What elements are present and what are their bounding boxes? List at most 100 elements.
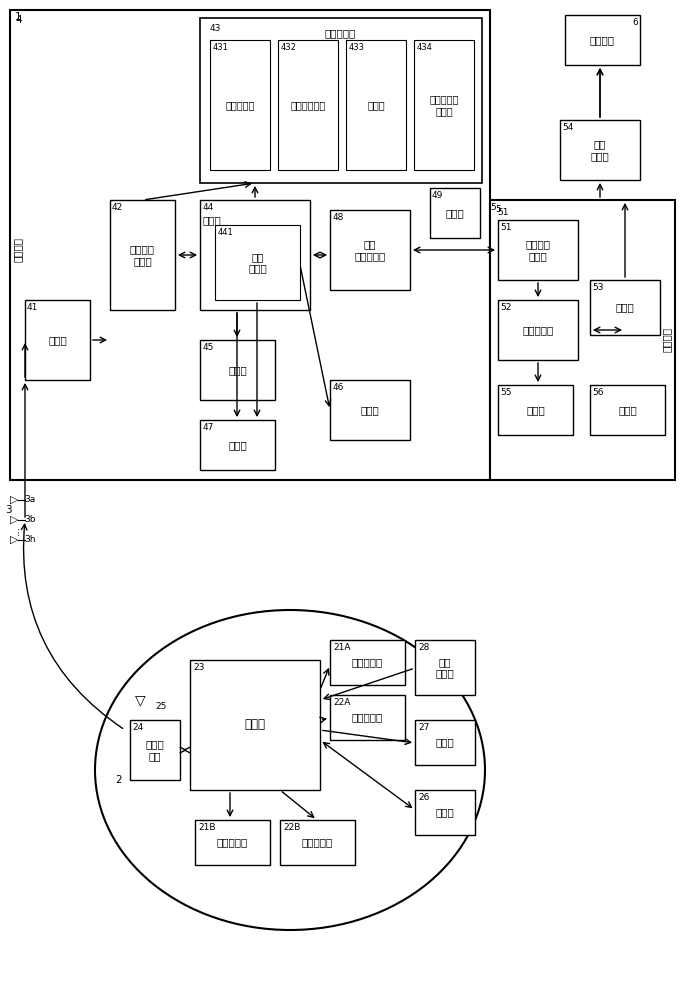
FancyBboxPatch shape — [10, 10, 490, 480]
Text: 显示用图像
生成部: 显示用图像 生成部 — [429, 94, 459, 116]
FancyBboxPatch shape — [200, 200, 310, 310]
Text: 第二摄像部: 第二摄像部 — [217, 838, 248, 848]
Text: 接收信号
处理部: 接收信号 处理部 — [130, 244, 155, 266]
FancyBboxPatch shape — [490, 200, 675, 480]
FancyBboxPatch shape — [346, 40, 406, 170]
FancyBboxPatch shape — [590, 280, 660, 335]
FancyBboxPatch shape — [210, 40, 270, 170]
FancyBboxPatch shape — [560, 120, 640, 180]
Text: 电源部: 电源部 — [446, 208, 464, 218]
Text: 25: 25 — [155, 702, 166, 711]
Text: 图像处理部: 图像处理部 — [523, 325, 553, 335]
Text: 接收部: 接收部 — [48, 335, 67, 345]
Text: 432: 432 — [281, 43, 297, 52]
Text: 显示部: 显示部 — [360, 405, 379, 415]
FancyBboxPatch shape — [498, 220, 578, 280]
Text: 53: 53 — [592, 283, 603, 292]
FancyBboxPatch shape — [330, 695, 405, 740]
Text: 54: 54 — [562, 123, 573, 132]
Text: ▽: ▽ — [135, 693, 145, 707]
FancyBboxPatch shape — [278, 40, 338, 170]
FancyBboxPatch shape — [414, 40, 474, 170]
Text: 52: 52 — [500, 303, 512, 312]
Text: 21A: 21A — [333, 643, 351, 652]
Text: 存储器: 存储器 — [436, 808, 454, 818]
Text: 控制部: 控制部 — [616, 302, 634, 312]
Text: 第一照明部: 第一照明部 — [352, 712, 383, 722]
Text: 关联部: 关联部 — [367, 100, 385, 110]
Text: 5: 5 — [495, 205, 501, 214]
Text: 42: 42 — [112, 203, 123, 212]
Text: 电源器: 电源器 — [436, 738, 454, 748]
Text: 51: 51 — [500, 223, 512, 232]
FancyBboxPatch shape — [200, 18, 482, 183]
FancyBboxPatch shape — [330, 210, 410, 290]
Text: 5: 5 — [490, 203, 496, 212]
Ellipse shape — [95, 610, 485, 930]
Text: 第一摄像部: 第一摄像部 — [352, 658, 383, 668]
Text: 接收装置: 接收装置 — [13, 237, 23, 262]
Text: 441: 441 — [218, 228, 234, 237]
FancyBboxPatch shape — [280, 820, 355, 865]
Text: 3a: 3a — [24, 495, 35, 504]
Text: 433: 433 — [349, 43, 365, 52]
Text: 2: 2 — [115, 775, 122, 785]
Text: 55: 55 — [500, 388, 512, 397]
Text: 26: 26 — [418, 793, 429, 802]
Text: 存储部: 存储部 — [618, 405, 637, 415]
Text: 28: 28 — [418, 643, 429, 652]
Text: 46: 46 — [333, 383, 345, 392]
Text: 49: 49 — [432, 191, 443, 200]
Text: 图像生成部: 图像生成部 — [225, 100, 255, 110]
Text: 存储器: 存储器 — [228, 440, 247, 450]
Text: 3h: 3h — [24, 536, 36, 544]
FancyBboxPatch shape — [330, 380, 410, 440]
Text: 移动量获取部: 移动量获取部 — [290, 100, 325, 110]
FancyBboxPatch shape — [215, 225, 300, 300]
FancyBboxPatch shape — [415, 640, 475, 695]
Text: 运动
传感器: 运动 传感器 — [436, 657, 454, 678]
FancyBboxPatch shape — [130, 720, 180, 780]
Text: 显示
控制部: 显示 控制部 — [590, 139, 610, 161]
Text: 23: 23 — [193, 663, 204, 672]
Text: 3b: 3b — [24, 516, 36, 524]
Text: 43: 43 — [210, 24, 221, 33]
Text: 3: 3 — [5, 505, 12, 515]
Text: 数据发送
接收部: 数据发送 接收部 — [525, 239, 551, 261]
Text: 6: 6 — [632, 18, 638, 27]
Text: 1: 1 — [15, 12, 22, 22]
Text: 56: 56 — [592, 388, 603, 397]
Text: 24: 24 — [132, 723, 143, 732]
FancyBboxPatch shape — [190, 660, 320, 790]
FancyBboxPatch shape — [498, 300, 578, 360]
Text: 27: 27 — [418, 723, 429, 732]
Text: 47: 47 — [203, 423, 214, 432]
Text: 41: 41 — [27, 303, 38, 312]
Text: 输入部: 输入部 — [526, 405, 545, 415]
FancyBboxPatch shape — [565, 15, 640, 65]
FancyBboxPatch shape — [330, 640, 405, 685]
Text: ▷: ▷ — [10, 535, 18, 545]
FancyBboxPatch shape — [200, 420, 275, 470]
Text: 控制部: 控制部 — [203, 215, 222, 225]
Text: 控制部: 控制部 — [245, 718, 266, 732]
Text: 处理装置: 处理装置 — [662, 328, 672, 353]
Text: ▷: ▷ — [10, 515, 18, 525]
Text: 图像处理部: 图像处理部 — [325, 28, 356, 38]
FancyBboxPatch shape — [415, 720, 475, 765]
Text: 45: 45 — [203, 343, 214, 352]
Text: 显示装置: 显示装置 — [590, 35, 615, 45]
Text: 431: 431 — [213, 43, 229, 52]
Text: 4: 4 — [15, 15, 22, 25]
FancyBboxPatch shape — [110, 200, 175, 310]
Text: 44: 44 — [203, 203, 214, 212]
Text: 无线通
信部: 无线通 信部 — [146, 739, 164, 761]
Text: 434: 434 — [417, 43, 433, 52]
Text: 21B: 21B — [198, 823, 216, 832]
Text: 显示
控制部: 显示 控制部 — [248, 252, 267, 273]
Text: 48: 48 — [333, 213, 345, 222]
FancyBboxPatch shape — [415, 790, 475, 835]
FancyBboxPatch shape — [200, 340, 275, 400]
Text: 第二照明部: 第二照明部 — [302, 838, 333, 848]
FancyBboxPatch shape — [590, 385, 665, 435]
